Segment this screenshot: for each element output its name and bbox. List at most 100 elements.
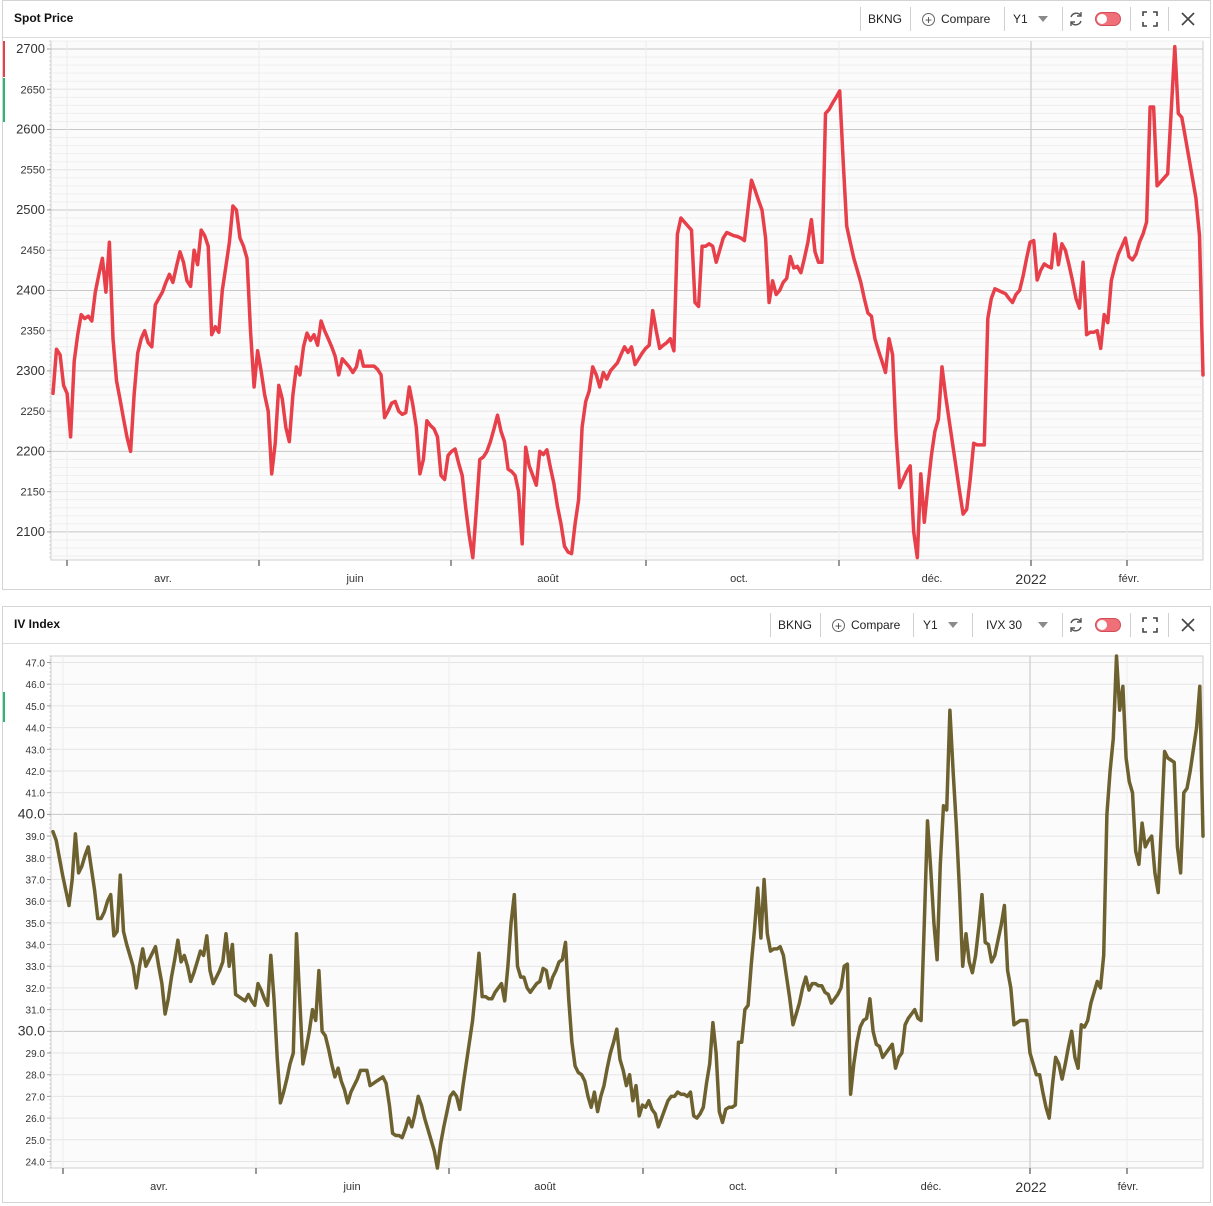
y-tick-label: 26.0 [26,1114,46,1125]
y-tick-label: 2450 [21,245,45,257]
series-line [51,654,1205,1170]
y-tick-label: 2500 [16,202,45,217]
iv-compare-button[interactable]: + Compare [832,615,900,635]
separator [860,7,861,31]
x-tick-label: avr. [150,1181,168,1193]
chevron-down-icon[interactable] [1038,622,1048,628]
y-tick-label: 2200 [16,443,45,458]
compare-label: Compare [851,618,901,632]
spot-price-panel: Spot Price BKNG + Compare Y1 2100 2150 2200… [2,0,1211,590]
y-tick-label: 2350 [21,326,45,338]
x-tick-label: déc. [921,1181,942,1193]
x-tick-label: oct. [729,1181,747,1193]
y-tick-label: 29.0 [26,1049,46,1060]
y-tick-label: 2150 [21,487,45,499]
expand-icon[interactable] [1141,10,1159,28]
toggle-switch[interactable] [1095,12,1121,26]
close-icon[interactable] [1179,616,1197,634]
x-tick-label: août [534,1181,555,1193]
y-tick-label: 32.0 [26,984,46,995]
x-tick-label: 2022 [1015,571,1046,587]
x-tick-label: déc. [922,573,943,585]
y-tick-label: 2600 [16,122,45,137]
separator [1168,613,1169,637]
compare-label: Compare [941,12,991,26]
y-tick-label: 46.0 [26,680,46,691]
price-change-marker-red [3,41,5,77]
y-tick-label: 2100 [16,524,45,539]
y-tick-label: 31.0 [26,1006,46,1017]
iv-panel-title: IV Index [14,617,61,631]
y-tick-label: 38.0 [26,854,46,865]
iv-chart-area: 24.0 25.0 26.0 27.0 28.0 29.0 30.0 31.0 32.0 33.0… [3,644,1210,1206]
separator [1062,613,1063,637]
spot-price-chart: 2100 2150 2200 2250 2300 2350 2400 2450 2500 2550… [3,40,1205,587]
separator [770,613,771,637]
x-tick-label: oct. [730,573,748,585]
y-tick-label: 39.0 [26,832,46,843]
y-tick-label: 41.0 [26,789,46,800]
iv-index-chart: 24.0 25.0 26.0 27.0 28.0 29.0 30.0 31.0 32.0 33.0… [3,654,1205,1195]
separator [1062,7,1063,31]
separator [1130,613,1131,637]
refresh-icon[interactable] [1067,616,1085,634]
plot-area [50,40,1204,561]
plus-circle-icon: + [832,619,845,633]
expand-icon[interactable] [1141,616,1159,634]
x-tick-label: févr. [1118,1181,1139,1193]
spot-panel-header: Spot Price BKNG + Compare Y1 [3,1,1210,38]
y-tick-label: 34.0 [26,941,46,952]
separator [913,613,914,637]
y-tick-label: 30.0 [18,1022,45,1038]
y-tick-label: 37.0 [26,875,46,886]
iv-panel-header: IV Index BKNG + Compare Y1 IVX 30 [3,607,1210,644]
toggle-switch[interactable] [1095,618,1121,632]
y-tick-label: 2300 [16,363,45,378]
spot-chart-area: 2100 2150 2200 2250 2300 2350 2400 2450 2500 2550… [3,38,1210,593]
series-line [51,44,1205,560]
y-tick-label: 43.0 [26,745,46,756]
x-tick-label: juin [342,1181,360,1193]
iv-period-select[interactable]: Y1 [923,618,938,632]
x-tick-label: juin [345,573,363,585]
x-tick-label: avr. [154,573,172,585]
y-tick-label: 40.0 [18,805,45,821]
y-tick-label: 2700 [16,41,45,56]
separator [820,613,821,637]
y-tick-label: 47.0 [26,659,46,670]
y-tick-label: 24.0 [26,1157,46,1168]
iv-ticker-button[interactable]: BKNG [778,618,813,632]
chevron-down-icon[interactable] [1038,16,1048,22]
y-tick-label: 2400 [16,282,45,297]
iv-measure-select[interactable]: IVX 30 [986,618,1023,632]
y-tick-label: 2550 [21,165,45,177]
chevron-down-icon[interactable] [948,622,958,628]
plus-circle-icon: + [922,13,935,27]
y-tick-label: 28.0 [26,1071,46,1082]
iv-change-marker-green [3,692,5,722]
y-tick-label: 2650 [21,84,45,96]
refresh-icon[interactable] [1067,10,1085,28]
spot-compare-button[interactable]: + Compare [922,9,990,29]
y-tick-label: 35.0 [26,919,46,930]
separator [1004,7,1005,31]
price-change-marker-green [3,78,5,122]
y-tick-label: 36.0 [26,897,46,908]
y-tick-label: 45.0 [26,702,46,713]
toggle-knob [1097,14,1107,24]
spot-panel-title: Spot Price [14,11,74,25]
separator [1168,7,1169,31]
y-tick-label: 44.0 [26,724,46,735]
y-tick-label: 2250 [21,406,45,418]
y-tick-label: 27.0 [26,1092,46,1103]
iv-index-panel: IV Index BKNG + Compare Y1 IVX 30 24.0 25.… [2,606,1211,1203]
x-tick-label: 2022 [1015,1179,1046,1195]
separator [1130,7,1131,31]
y-tick-label: 25.0 [26,1136,46,1147]
spot-ticker-button[interactable]: BKNG [868,12,903,26]
spot-period-select[interactable]: Y1 [1013,12,1028,26]
y-tick-label: 33.0 [26,962,46,973]
close-icon[interactable] [1179,10,1197,28]
separator [910,7,911,31]
x-tick-label: août [537,573,558,585]
